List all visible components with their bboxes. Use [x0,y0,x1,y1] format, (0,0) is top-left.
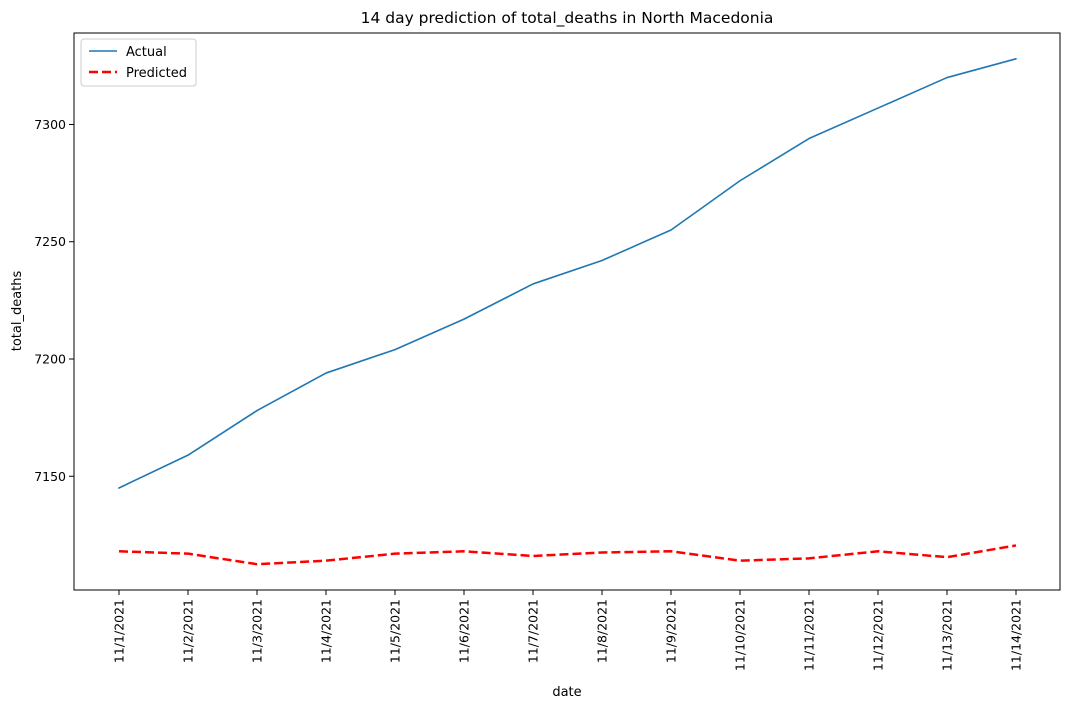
y-tick-label: 7300 [34,117,66,132]
x-axis-label: date [552,685,581,700]
y-tick-label: 7250 [34,234,66,249]
series-line-actual [118,57,1017,489]
legend-label-predicted: Predicted [126,66,187,81]
x-tick-label: 11/1/2021 [112,599,127,663]
x-tick-label: 11/6/2021 [457,599,472,663]
y-tick-label: 7200 [34,351,66,366]
x-tick-label: 11/4/2021 [319,599,334,663]
legend: Actual Predicted [80,38,197,87]
chart-title: 14 day prediction of total_deaths in Nor… [361,9,774,28]
x-tick-label: 11/12/2021 [871,599,886,671]
x-tick-label: 11/2/2021 [181,599,196,663]
x-tick-label: 11/13/2021 [940,599,955,671]
x-tick-label: 11/8/2021 [595,599,610,663]
x-tick-label: 11/9/2021 [664,599,679,663]
x-tick-label: 11/14/2021 [1009,599,1024,671]
series-line-predicted [118,544,1017,566]
plot-area [73,32,1061,591]
y-axis-label: total_deaths [10,271,25,352]
y-axis: 7150 7200 7250 7300 [34,117,74,484]
x-tick-label: 11/10/2021 [733,599,748,671]
x-tick-label: 11/11/2021 [802,599,817,671]
x-tick-label: 11/3/2021 [250,599,265,663]
x-tick-label: 11/7/2021 [526,599,541,663]
legend-label-actual: Actual [126,45,167,60]
y-tick-label: 7150 [34,469,66,484]
x-tick-label: 11/5/2021 [388,599,403,663]
series-layer [118,57,1017,566]
x-axis: 11/1/2021 11/2/2021 11/3/2021 11/4/2021 11/5… [112,590,1024,671]
